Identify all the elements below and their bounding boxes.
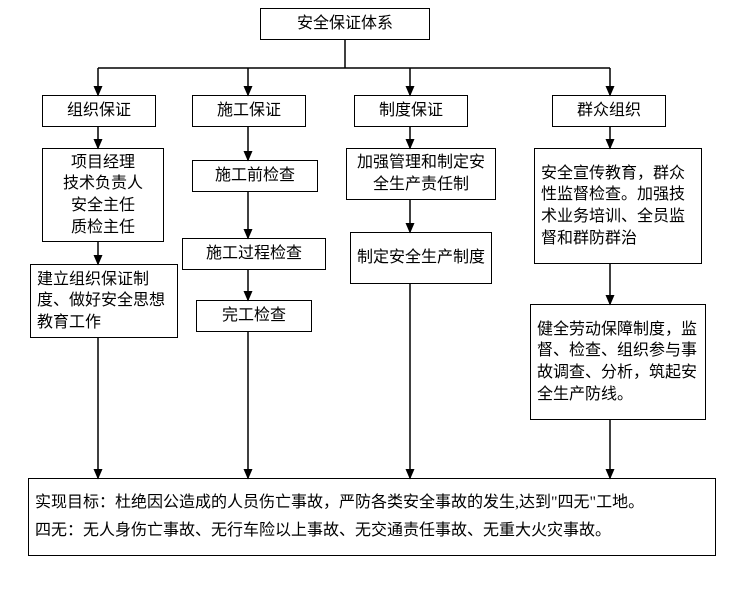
root-node: 安全保证体系 bbox=[260, 8, 430, 40]
c1-box2: 建立组织保证制度、做好安全思想教育工作 bbox=[30, 264, 178, 338]
goal-line2: 四无：无人身伤亡事故、无行车险以上事故、无交通责任事故、无重大火灾事故。 bbox=[35, 520, 611, 542]
c1-box1: 项目经理 技术负责人 安全主任 质检主任 bbox=[42, 148, 164, 242]
c4-box1: 安全宣传教育，群众性监督检查。加强技术业务培训、全员监督和群防群治 bbox=[534, 148, 702, 264]
col2-header: 施工保证 bbox=[192, 95, 306, 127]
c3-box1: 加强管理和制定安全生产责任制 bbox=[346, 148, 496, 200]
c2-box1: 施工前检查 bbox=[192, 160, 318, 192]
c2-box2: 施工过程检查 bbox=[182, 238, 326, 270]
col4-header: 群众组织 bbox=[552, 95, 666, 127]
c4-box2: 健全劳动保障制度，监督、检查、组织参与事故调查、分析，筑起安全生产防线。 bbox=[530, 304, 706, 420]
goal-line1: 实现目标：杜绝因公造成的人员伤亡事故，严防各类安全事故的发生,达到"四无"工地。 bbox=[35, 492, 644, 514]
col1-header: 组织保证 bbox=[42, 95, 156, 127]
goal-box: 实现目标：杜绝因公造成的人员伤亡事故，严防各类安全事故的发生,达到"四无"工地。… bbox=[28, 478, 716, 556]
c3-box2: 制定安全生产制度 bbox=[350, 232, 492, 284]
c2-box3: 完工检查 bbox=[196, 300, 312, 332]
col3-header: 制度保证 bbox=[354, 95, 468, 127]
